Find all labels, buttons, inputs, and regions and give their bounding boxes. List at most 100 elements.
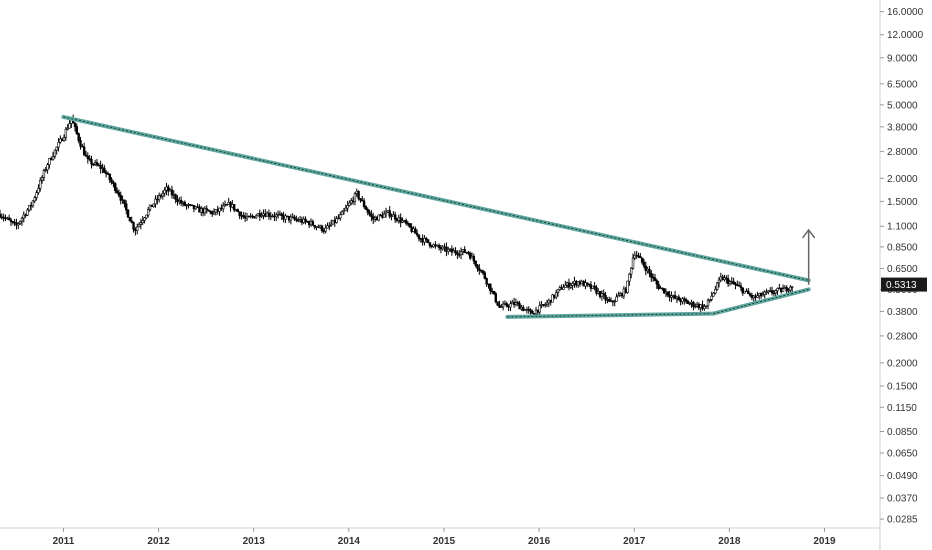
candle-body bbox=[203, 208, 207, 214]
candle-body bbox=[115, 190, 119, 193]
candle-body bbox=[39, 180, 42, 189]
candle-body bbox=[650, 272, 653, 278]
candle-body bbox=[628, 273, 631, 282]
y-tick-label: 1.1000 bbox=[887, 222, 918, 233]
x-tick-label: 2016 bbox=[528, 536, 551, 547]
candle-body bbox=[81, 145, 84, 148]
candle-body bbox=[137, 224, 141, 228]
candle-body bbox=[423, 237, 426, 243]
candle-body bbox=[95, 162, 99, 166]
candle-body bbox=[640, 257, 644, 263]
candle-body bbox=[13, 221, 16, 224]
candle-body bbox=[538, 305, 541, 313]
candle-body bbox=[747, 290, 750, 295]
candle-body bbox=[99, 165, 102, 169]
x-tick-label: 2013 bbox=[243, 536, 266, 547]
candle-body bbox=[222, 205, 225, 210]
candle-body bbox=[146, 209, 150, 216]
candle-body bbox=[593, 285, 596, 288]
candle-body bbox=[408, 223, 412, 228]
candle-body bbox=[377, 214, 380, 221]
candle-body bbox=[79, 140, 82, 147]
candle-body bbox=[629, 267, 633, 275]
candle-body bbox=[207, 209, 210, 212]
candle-body bbox=[119, 194, 122, 201]
candle-body bbox=[496, 301, 499, 306]
candle-body bbox=[7, 217, 11, 221]
candle-body bbox=[425, 237, 428, 240]
candle-body bbox=[501, 303, 505, 308]
candle-body bbox=[463, 249, 466, 253]
candle-body bbox=[17, 223, 20, 226]
candle-body bbox=[741, 287, 744, 294]
candle-body bbox=[492, 291, 496, 294]
candle-body bbox=[684, 299, 688, 302]
candle-body bbox=[518, 303, 521, 310]
candle-body bbox=[328, 225, 331, 227]
candle-body bbox=[732, 281, 735, 285]
candle-body bbox=[154, 198, 157, 205]
candle-body bbox=[62, 137, 66, 142]
rising-support-line-dash bbox=[713, 288, 809, 315]
descending-trendline-dash bbox=[63, 116, 809, 281]
candle-body bbox=[275, 214, 278, 218]
candle-body bbox=[543, 304, 547, 306]
candle-body bbox=[77, 133, 80, 141]
candle-body bbox=[22, 214, 25, 219]
candle-body bbox=[595, 287, 598, 294]
candle-body bbox=[359, 198, 362, 201]
candle-body bbox=[148, 204, 152, 210]
candle-body bbox=[657, 283, 660, 289]
candle-body bbox=[498, 304, 501, 308]
candle-body bbox=[776, 288, 779, 292]
candle-body bbox=[35, 192, 38, 198]
candle-body bbox=[232, 204, 236, 211]
last-price-label: 0.5313 bbox=[881, 277, 927, 292]
candle-body bbox=[393, 214, 397, 220]
candle-body bbox=[28, 204, 31, 211]
candle-body bbox=[743, 290, 746, 294]
candle-body bbox=[415, 233, 419, 236]
candle-body bbox=[136, 226, 139, 231]
candle-body bbox=[130, 220, 133, 223]
candle-body bbox=[567, 282, 571, 288]
candle-body bbox=[368, 211, 371, 215]
candle-body bbox=[677, 296, 680, 301]
candle-body bbox=[481, 270, 485, 274]
candle-body bbox=[9, 219, 13, 222]
y-tick-label: 0.0650 bbox=[887, 448, 918, 459]
x-tick-label: 2019 bbox=[813, 536, 836, 547]
candle-body bbox=[404, 220, 408, 224]
candle-body bbox=[20, 217, 24, 222]
candle-body bbox=[174, 194, 177, 200]
candle-body bbox=[280, 213, 283, 217]
y-tick-label: 9.0000 bbox=[887, 53, 918, 64]
y-tick-label: 1.5000 bbox=[887, 197, 918, 208]
candle-body bbox=[756, 295, 759, 298]
candle-body bbox=[284, 215, 287, 220]
candle-body bbox=[357, 191, 360, 199]
last-price-badge bbox=[881, 277, 927, 292]
y-tick-label: 2.8000 bbox=[887, 147, 918, 158]
candle-body bbox=[346, 205, 349, 209]
candle-body bbox=[254, 215, 258, 219]
candle-body bbox=[342, 210, 346, 213]
y-tick-label: 0.0850 bbox=[887, 427, 918, 438]
candle-body bbox=[489, 283, 492, 292]
candle-body bbox=[715, 282, 719, 290]
candle-body bbox=[103, 167, 106, 173]
candle-body bbox=[75, 126, 79, 134]
candle-body bbox=[167, 186, 170, 192]
candle-body bbox=[289, 216, 293, 221]
candle-body bbox=[545, 302, 549, 306]
candle-body bbox=[390, 215, 393, 218]
candle-body bbox=[141, 220, 144, 223]
y-tick-label: 0.1150 bbox=[887, 403, 917, 414]
candle-body bbox=[428, 242, 432, 247]
candle-body bbox=[708, 299, 712, 301]
candle-body bbox=[584, 282, 587, 287]
candle-body bbox=[57, 141, 60, 148]
candle-body bbox=[86, 156, 90, 159]
candle-body bbox=[258, 213, 261, 217]
candle-body bbox=[790, 286, 794, 288]
